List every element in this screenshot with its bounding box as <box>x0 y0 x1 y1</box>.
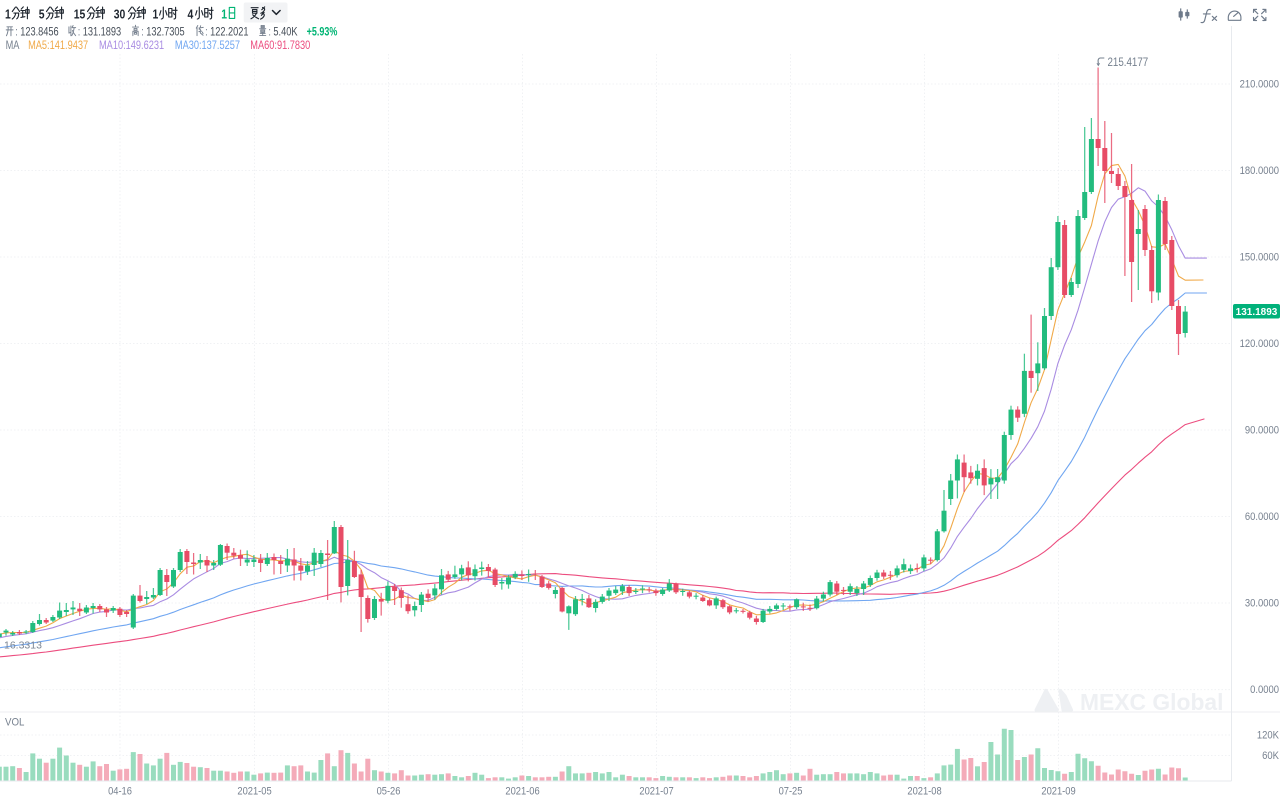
svg-text:07-25: 07-25 <box>779 786 803 798</box>
svg-text:122.2021: 122.2021 <box>210 25 249 38</box>
svg-text:15: 15 <box>74 8 86 22</box>
svg-text::: : <box>268 25 271 38</box>
svg-text:04-16: 04-16 <box>108 786 132 798</box>
svg-text:90.0000: 90.0000 <box>1245 425 1279 437</box>
svg-text:MA5:141.9437: MA5:141.9437 <box>28 39 88 52</box>
svg-text:2021-08: 2021-08 <box>907 786 942 798</box>
svg-text:180.0000: 180.0000 <box>1240 165 1280 177</box>
svg-text:2021-09: 2021-09 <box>1041 786 1076 798</box>
svg-text:0.0000: 0.0000 <box>1250 685 1279 697</box>
svg-text::: : <box>15 25 18 38</box>
svg-text:16.3313: 16.3313 <box>4 640 42 652</box>
svg-text::: : <box>78 25 81 38</box>
svg-text::: : <box>205 25 208 38</box>
svg-text:+5.93%: +5.93% <box>307 25 338 39</box>
svg-text:2021-05: 2021-05 <box>237 786 272 798</box>
svg-text:1: 1 <box>153 8 159 22</box>
svg-text:2021-07: 2021-07 <box>639 786 674 798</box>
svg-text:120.0000: 120.0000 <box>1240 338 1280 350</box>
svg-text:MA10:149.6231: MA10:149.6231 <box>99 39 164 52</box>
svg-text:MA: MA <box>6 39 21 52</box>
svg-text:131.1893: 131.1893 <box>1236 307 1278 318</box>
svg-text:5: 5 <box>39 8 45 22</box>
svg-text:30: 30 <box>114 8 126 22</box>
svg-text:150.0000: 150.0000 <box>1240 252 1280 264</box>
svg-text:210.0000: 210.0000 <box>1240 79 1280 91</box>
svg-text:1: 1 <box>5 8 11 22</box>
svg-text:05-26: 05-26 <box>377 786 401 798</box>
svg-text:MEXC Global: MEXC Global <box>1080 689 1224 715</box>
svg-text:60.0000: 60.0000 <box>1245 511 1279 523</box>
svg-text:132.7305: 132.7305 <box>146 25 185 38</box>
svg-text:2021-06: 2021-06 <box>505 786 540 798</box>
svg-text:123.8456: 123.8456 <box>20 25 59 38</box>
svg-text:120K: 120K <box>1257 730 1279 742</box>
svg-text:4: 4 <box>188 8 194 22</box>
svg-text:60K: 60K <box>1262 750 1279 762</box>
svg-text:1: 1 <box>221 8 227 22</box>
svg-text:MA60:91.7830: MA60:91.7830 <box>250 39 310 52</box>
svg-text:131.1893: 131.1893 <box>83 25 122 38</box>
svg-text:VOL: VOL <box>5 717 25 729</box>
svg-text:30.0000: 30.0000 <box>1245 598 1279 610</box>
svg-text:5.40K: 5.40K <box>273 25 298 38</box>
svg-text::: : <box>141 25 144 38</box>
svg-text:215.4177: 215.4177 <box>1108 56 1149 69</box>
svg-text:MA30:137.5257: MA30:137.5257 <box>175 39 240 52</box>
